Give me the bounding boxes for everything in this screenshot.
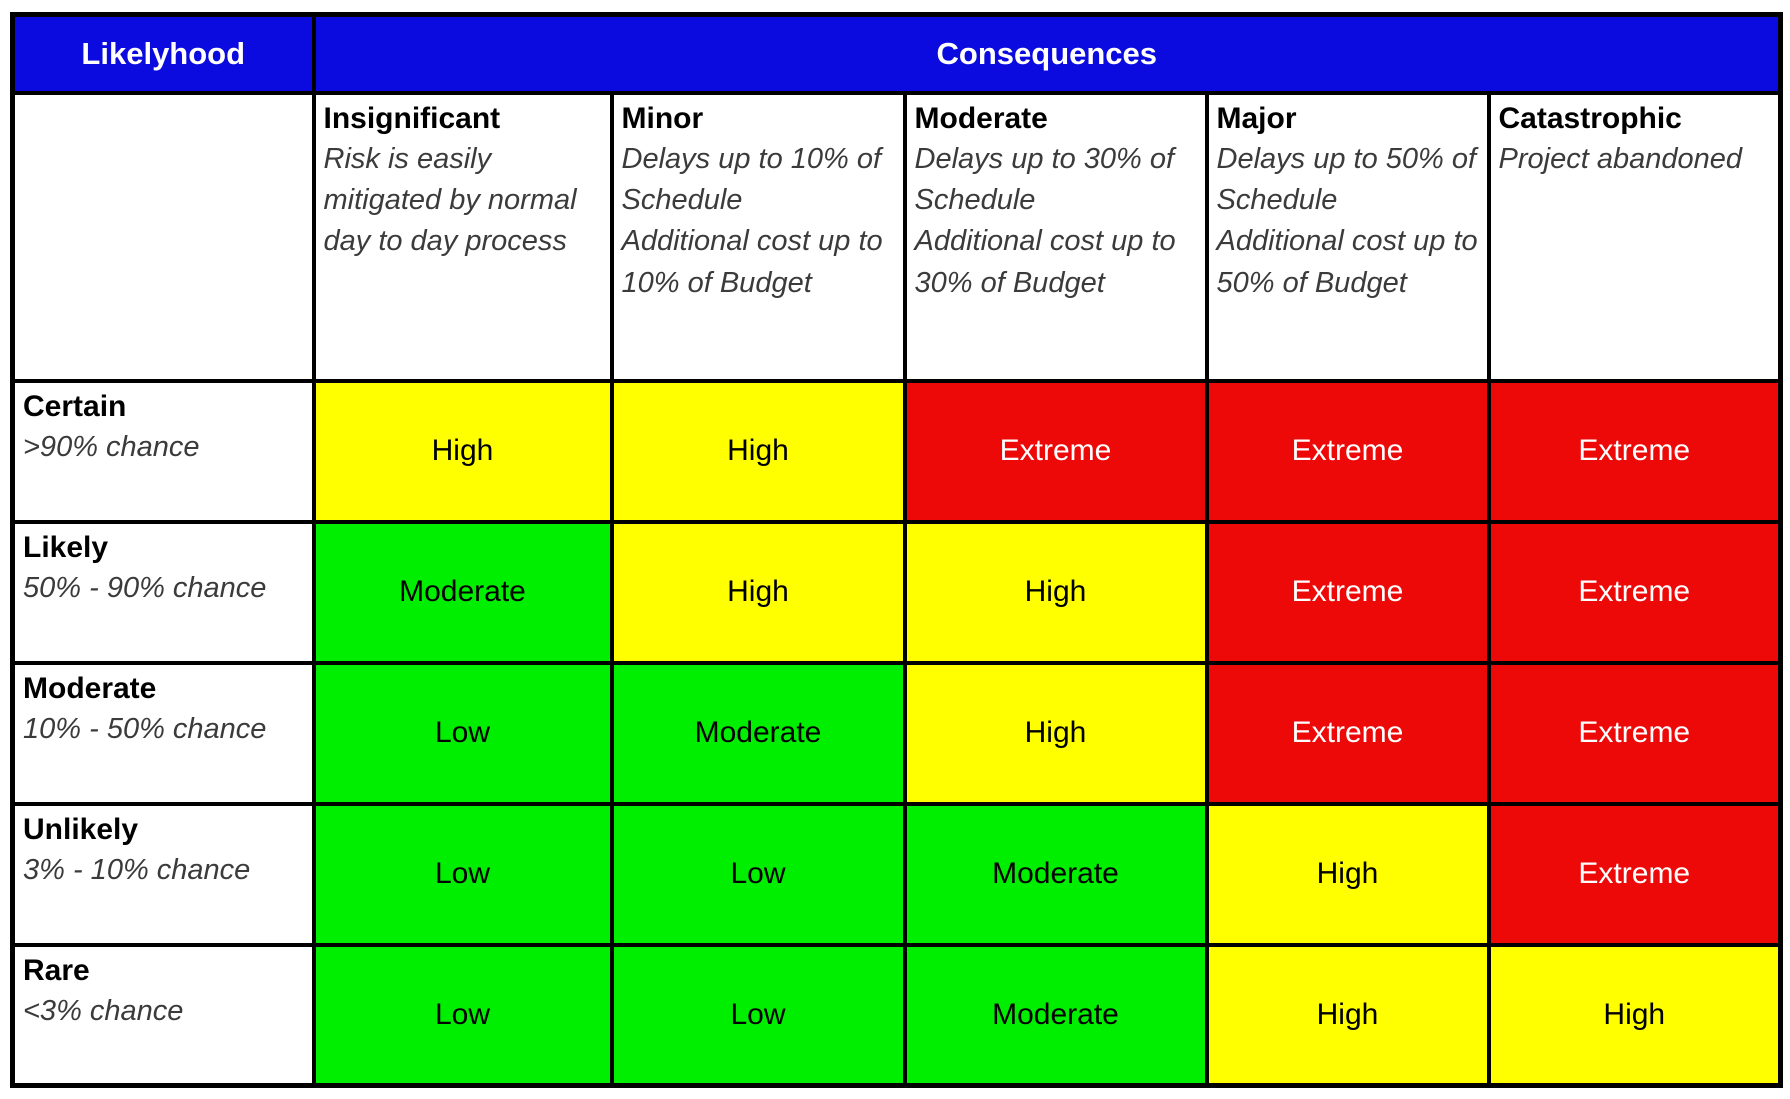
risk-matrix-table: Likelyhood Consequences Insignificant Ri… <box>10 12 1784 1088</box>
risk-cell-rare-catastrophic: High <box>1486 942 1783 1088</box>
risk-cell-moderate-catastrophic: Extreme <box>1486 660 1783 806</box>
row-likely: Likely 50% - 90% chance Moderate High Hi… <box>10 519 1783 665</box>
risk-cell-certain-minor: High <box>609 378 907 524</box>
likelihood-header: Likelyhood <box>10 12 316 95</box>
risk-cell-rare-moderate: Moderate <box>902 942 1209 1088</box>
column-description: Delays up to 50% of Schedule <box>1216 143 1477 217</box>
column-name: Minor <box>621 101 704 135</box>
risk-cell-likely-insignificant: Moderate <box>311 519 614 665</box>
risk-cell-moderate-insignificant: Low <box>311 660 614 806</box>
row-unlikely: Unlikely 3% - 10% chance Low Low Moderat… <box>10 801 1783 947</box>
consequences-header: Consequences <box>311 12 1783 95</box>
column-description: Additional cost up to 10% of Budget <box>621 225 883 299</box>
risk-cell-moderate-minor: Moderate <box>609 660 907 806</box>
column-name: Moderate <box>914 101 1048 135</box>
risk-cell-likely-minor: High <box>609 519 907 665</box>
row-header-rare: Rare <3% chance <box>10 942 316 1088</box>
risk-cell-rare-minor: Low <box>609 942 907 1088</box>
row-name: Unlikely <box>23 812 139 846</box>
matrix-title-row: Likelyhood Consequences <box>10 12 1783 95</box>
risk-cell-likely-catastrophic: Extreme <box>1486 519 1783 665</box>
column-description: Delays up to 10% of Schedule <box>621 143 882 217</box>
row-rare: Rare <3% chance Low Low Moderate High Hi… <box>10 942 1783 1088</box>
row-description: <3% chance <box>23 995 184 1027</box>
row-header-certain: Certain >90% chance <box>10 378 316 524</box>
row-header-unlikely: Unlikely 3% - 10% chance <box>10 801 316 947</box>
risk-cell-unlikely-moderate: Moderate <box>902 801 1209 947</box>
risk-cell-likely-moderate: High <box>902 519 1209 665</box>
column-description: Project abandoned <box>1498 143 1742 175</box>
row-moderate: Moderate 10% - 50% chance Low Moderate H… <box>10 660 1783 806</box>
row-description: 10% - 50% chance <box>23 713 267 745</box>
row-header-likely: Likely 50% - 90% chance <box>10 519 316 665</box>
column-description: Delays up to 30% of Schedule <box>914 143 1175 217</box>
column-name: Catastrophic <box>1498 101 1682 135</box>
row-name: Rare <box>23 953 90 987</box>
row-description: 50% - 90% chance <box>23 572 267 604</box>
column-header-insignificant: Insignificant Risk is easily mitigated b… <box>311 90 614 383</box>
risk-cell-unlikely-catastrophic: Extreme <box>1486 801 1783 947</box>
column-description: Risk is easily mitigated by normal day t… <box>323 143 577 258</box>
risk-cell-rare-major: High <box>1204 942 1491 1088</box>
column-name: Major <box>1216 101 1297 135</box>
risk-cell-unlikely-insignificant: Low <box>311 801 614 947</box>
row-description: 3% - 10% chance <box>23 854 251 886</box>
row-name: Moderate <box>23 671 157 705</box>
column-description: Additional cost up to 50% of Budget <box>1216 225 1478 299</box>
risk-cell-certain-insignificant: High <box>311 378 614 524</box>
column-header-row: Insignificant Risk is easily mitigated b… <box>10 90 1783 383</box>
row-description: >90% chance <box>23 431 200 463</box>
risk-cell-certain-major: Extreme <box>1204 378 1491 524</box>
row-name: Likely <box>23 530 109 564</box>
risk-cell-moderate-moderate: High <box>902 660 1209 806</box>
risk-cell-unlikely-major: High <box>1204 801 1491 947</box>
risk-cell-rare-insignificant: Low <box>311 942 614 1088</box>
column-header-major: Major Delays up to 50% of Schedule Addit… <box>1204 90 1491 383</box>
risk-cell-certain-moderate: Extreme <box>902 378 1209 524</box>
column-description: Additional cost up to 30% of Budget <box>914 225 1176 299</box>
column-header-catastrophic: Catastrophic Project abandoned <box>1486 90 1783 383</box>
row-certain: Certain >90% chance High High Extreme Ex… <box>10 378 1783 524</box>
risk-cell-unlikely-minor: Low <box>609 801 907 947</box>
row-header-moderate: Moderate 10% - 50% chance <box>10 660 316 806</box>
risk-cell-moderate-major: Extreme <box>1204 660 1491 806</box>
risk-cell-certain-catastrophic: Extreme <box>1486 378 1783 524</box>
column-header-moderate: Moderate Delays up to 30% of Schedule Ad… <box>902 90 1209 383</box>
empty-corner-cell <box>10 90 316 383</box>
row-name: Certain <box>23 389 127 423</box>
column-header-minor: Minor Delays up to 10% of Schedule Addit… <box>609 90 907 383</box>
column-name: Insignificant <box>323 101 501 135</box>
risk-cell-likely-major: Extreme <box>1204 519 1491 665</box>
